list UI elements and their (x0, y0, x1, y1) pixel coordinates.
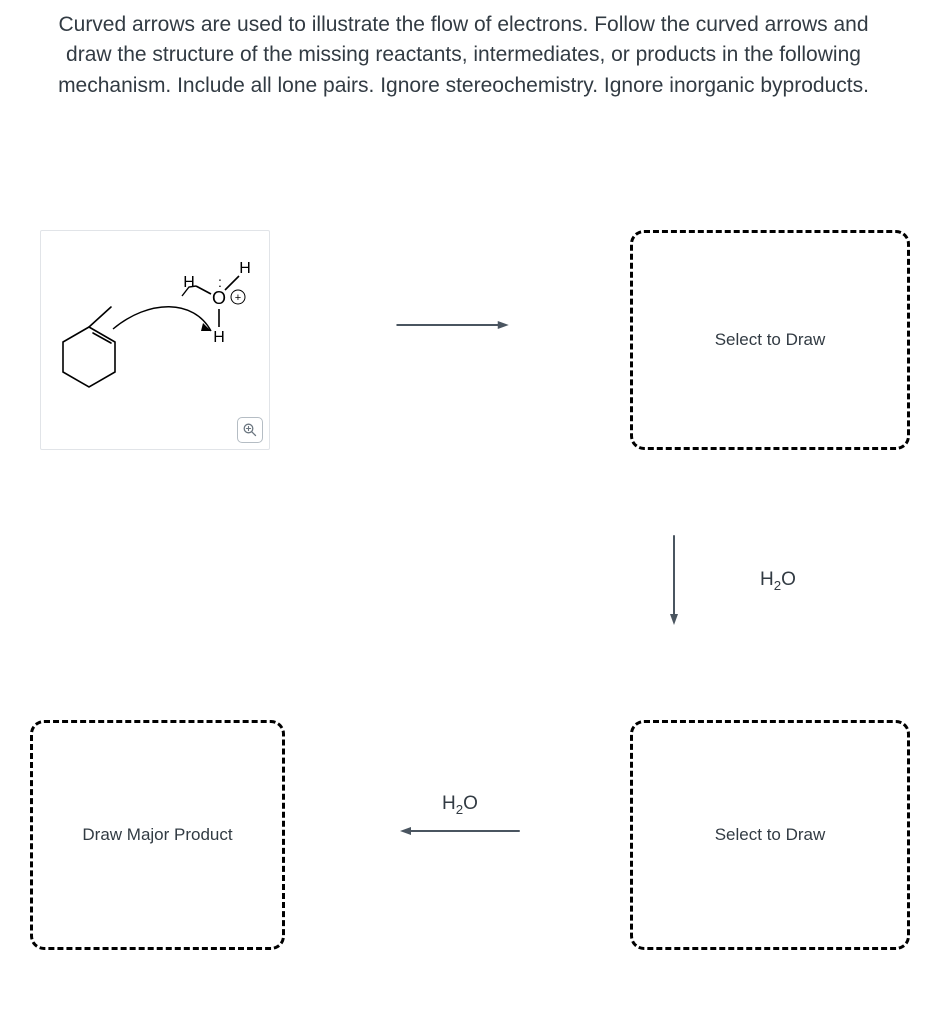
draw-box-label: Draw Major Product (82, 825, 232, 845)
zoom-reactant-button[interactable] (237, 417, 263, 443)
draw-box-label: Select to Draw (715, 330, 826, 350)
draw-major-product-box[interactable]: Draw Major Product (30, 720, 285, 950)
zoom-in-icon (243, 423, 257, 437)
reaction-arrow-1 (340, 320, 565, 330)
reactant-structure-panel: O : + H H H (40, 230, 270, 450)
step3-reagent-label: H2O (442, 793, 478, 817)
draw-intermediate-1-box[interactable]: Select to Draw (630, 230, 910, 450)
svg-text:H: H (183, 274, 195, 291)
svg-text:+: + (235, 292, 241, 304)
reaction-arrow-2 (669, 490, 679, 670)
draw-box-label: Select to Draw (715, 825, 826, 845)
question-instructions: Curved arrows are used to illustrate the… (40, 10, 887, 101)
reaction-arrow-3 (340, 826, 580, 836)
svg-text:H: H (213, 329, 225, 346)
svg-text:H: H (239, 260, 251, 277)
reactant-molecule-diagram: O : + H H H (49, 239, 263, 429)
step2-reagent-label: H2O (760, 569, 796, 593)
svg-text:O: O (212, 288, 226, 308)
draw-intermediate-2-box[interactable]: Select to Draw (630, 720, 910, 950)
